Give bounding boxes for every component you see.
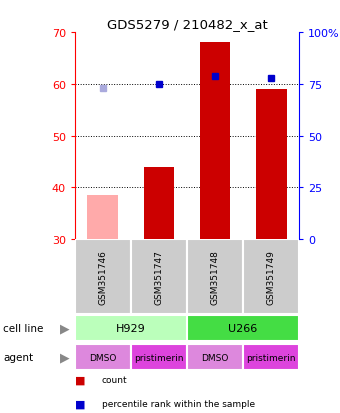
Text: DMSO: DMSO — [89, 353, 117, 362]
Bar — [187, 316, 299, 341]
Bar — [256, 90, 287, 240]
Text: GSM351747: GSM351747 — [154, 249, 164, 304]
Text: DMSO: DMSO — [201, 353, 229, 362]
Text: ■: ■ — [75, 375, 85, 385]
Text: U266: U266 — [228, 323, 258, 333]
Bar — [243, 344, 299, 370]
Text: GSM351748: GSM351748 — [210, 249, 220, 304]
Bar — [187, 240, 243, 314]
Bar — [87, 196, 118, 240]
Bar — [243, 240, 299, 314]
Bar — [187, 344, 243, 370]
Text: ▶: ▶ — [59, 351, 69, 364]
Title: GDS5279 / 210482_x_at: GDS5279 / 210482_x_at — [107, 17, 267, 31]
Bar — [131, 344, 187, 370]
Bar — [143, 167, 174, 240]
Bar — [200, 43, 231, 240]
Text: cell line: cell line — [3, 323, 44, 333]
Text: agent: agent — [3, 352, 34, 362]
Text: pristimerin: pristimerin — [134, 353, 184, 362]
Text: H929: H929 — [116, 323, 146, 333]
Text: ■: ■ — [75, 399, 85, 409]
Text: GSM351746: GSM351746 — [98, 249, 107, 304]
Text: percentile rank within the sample: percentile rank within the sample — [102, 399, 255, 408]
Bar — [131, 240, 187, 314]
Text: count: count — [102, 375, 128, 385]
Bar — [75, 240, 131, 314]
Text: pristimerin: pristimerin — [246, 353, 296, 362]
Text: GSM351749: GSM351749 — [267, 249, 276, 304]
Bar — [75, 344, 131, 370]
Bar — [75, 316, 187, 341]
Text: ▶: ▶ — [59, 322, 69, 335]
